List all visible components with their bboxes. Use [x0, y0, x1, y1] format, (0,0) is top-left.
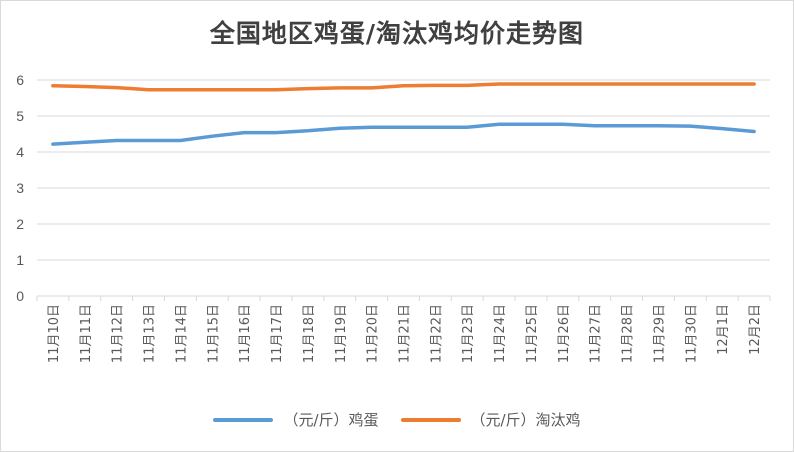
x-tick-label: 11月21日: [398, 304, 413, 363]
x-tick-label: 11月23日: [461, 304, 476, 363]
x-tick-label: 11月10日: [47, 304, 62, 363]
x-tick-label: 11月25日: [525, 304, 540, 363]
x-tick-label: 11月20日: [366, 304, 381, 363]
x-tick-label: 11月28日: [621, 304, 636, 363]
x-tick-label: 11月24日: [493, 304, 508, 363]
x-tick-label: 11月19日: [334, 304, 349, 363]
legend-swatch-egg: [213, 417, 274, 422]
gridlines: [37, 79, 770, 261]
series-line-0: [51, 122, 756, 146]
legend-swatch-culled-hen: [400, 417, 461, 422]
x-tick-label: 11月17日: [270, 304, 285, 363]
y-tick-label: 6: [16, 72, 24, 88]
x-tick-label: 11月15日: [206, 304, 221, 363]
series-line-1: [51, 82, 756, 92]
x-axis: 11月10日 11月11日 11月12日 11月13日 11月14日 11月15日 11月1…: [36, 295, 771, 363]
chart-title: 全国地区鸡蛋/淘汰鸡均价走势图: [209, 19, 585, 48]
x-tick-label: 11月13日: [143, 304, 158, 363]
legend: （元/斤）鸡蛋 （元/斤）淘汰鸡: [0, 409, 794, 430]
legend-item-egg: （元/斤）鸡蛋: [213, 409, 379, 430]
y-axis: 0 1 2 3 4 5 6: [16, 72, 24, 304]
x-tick-label: 11月11日: [79, 304, 94, 363]
series-lines: [51, 82, 756, 146]
x-tick-label: 11月18日: [302, 304, 317, 363]
x-tick-label: 11月26日: [557, 304, 572, 363]
legend-label-egg: （元/斤）鸡蛋: [283, 411, 379, 429]
x-tick-label: 11月14日: [174, 304, 189, 363]
x-tick-label: 11月16日: [238, 304, 253, 363]
y-tick-label: 1: [16, 252, 24, 268]
legend-label-culled-hen: （元/斤）淘汰鸡: [470, 411, 581, 429]
y-tick-label: 2: [16, 216, 24, 232]
y-tick-label: 3: [16, 180, 24, 196]
x-tick-label: 12月1日: [716, 304, 731, 355]
y-tick-label: 4: [16, 144, 24, 160]
x-tick-label: 11月29日: [652, 304, 667, 363]
legend-item-culled-hen: （元/斤）淘汰鸡: [400, 409, 581, 430]
y-tick-label: 5: [16, 108, 24, 124]
x-tick-label: 11月27日: [589, 304, 604, 363]
x-tick-label: 11月12日: [111, 304, 126, 363]
x-tick-label: 11月22日: [429, 304, 444, 363]
y-tick-label: 0: [16, 288, 24, 304]
x-tick-label: 11月30日: [684, 304, 699, 363]
x-tick-label: 12月2日: [748, 304, 763, 355]
